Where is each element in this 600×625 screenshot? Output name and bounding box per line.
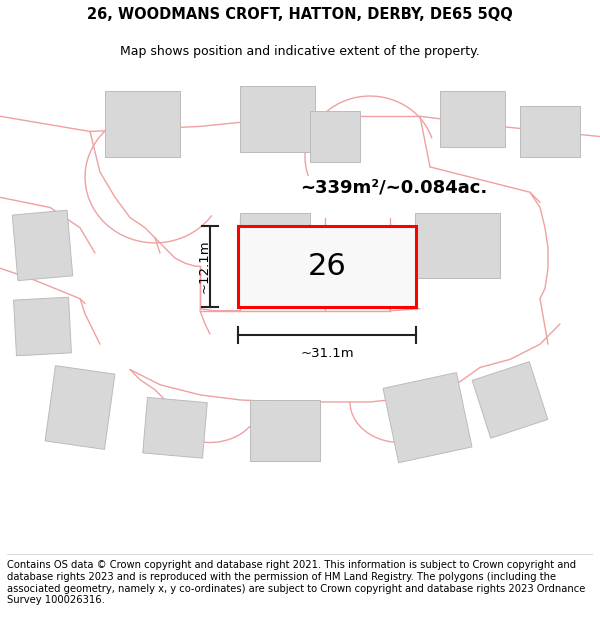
Text: 26: 26 bbox=[308, 252, 346, 281]
Bar bbox=[238, 226, 416, 307]
Text: ~12.1m: ~12.1m bbox=[197, 239, 211, 293]
Bar bbox=[440, 91, 505, 147]
Bar bbox=[45, 366, 115, 449]
Bar bbox=[310, 228, 365, 278]
Bar bbox=[520, 106, 580, 157]
Text: ~31.1m: ~31.1m bbox=[300, 348, 354, 360]
Bar bbox=[240, 213, 310, 268]
Bar bbox=[143, 398, 207, 458]
Bar bbox=[240, 86, 315, 152]
Bar bbox=[310, 111, 360, 162]
Bar bbox=[14, 298, 71, 356]
Text: 26, WOODMANS CROFT, HATTON, DERBY, DE65 5QQ: 26, WOODMANS CROFT, HATTON, DERBY, DE65 … bbox=[87, 7, 513, 22]
Bar bbox=[105, 91, 180, 157]
Bar bbox=[250, 400, 320, 461]
Bar bbox=[383, 372, 472, 462]
Text: Map shows position and indicative extent of the property.: Map shows position and indicative extent… bbox=[120, 45, 480, 58]
Text: ~339m²/~0.084ac.: ~339m²/~0.084ac. bbox=[301, 178, 488, 196]
Text: Contains OS data © Crown copyright and database right 2021. This information is : Contains OS data © Crown copyright and d… bbox=[7, 561, 586, 605]
Bar bbox=[472, 362, 548, 438]
Bar bbox=[415, 213, 500, 278]
Bar bbox=[12, 210, 73, 281]
